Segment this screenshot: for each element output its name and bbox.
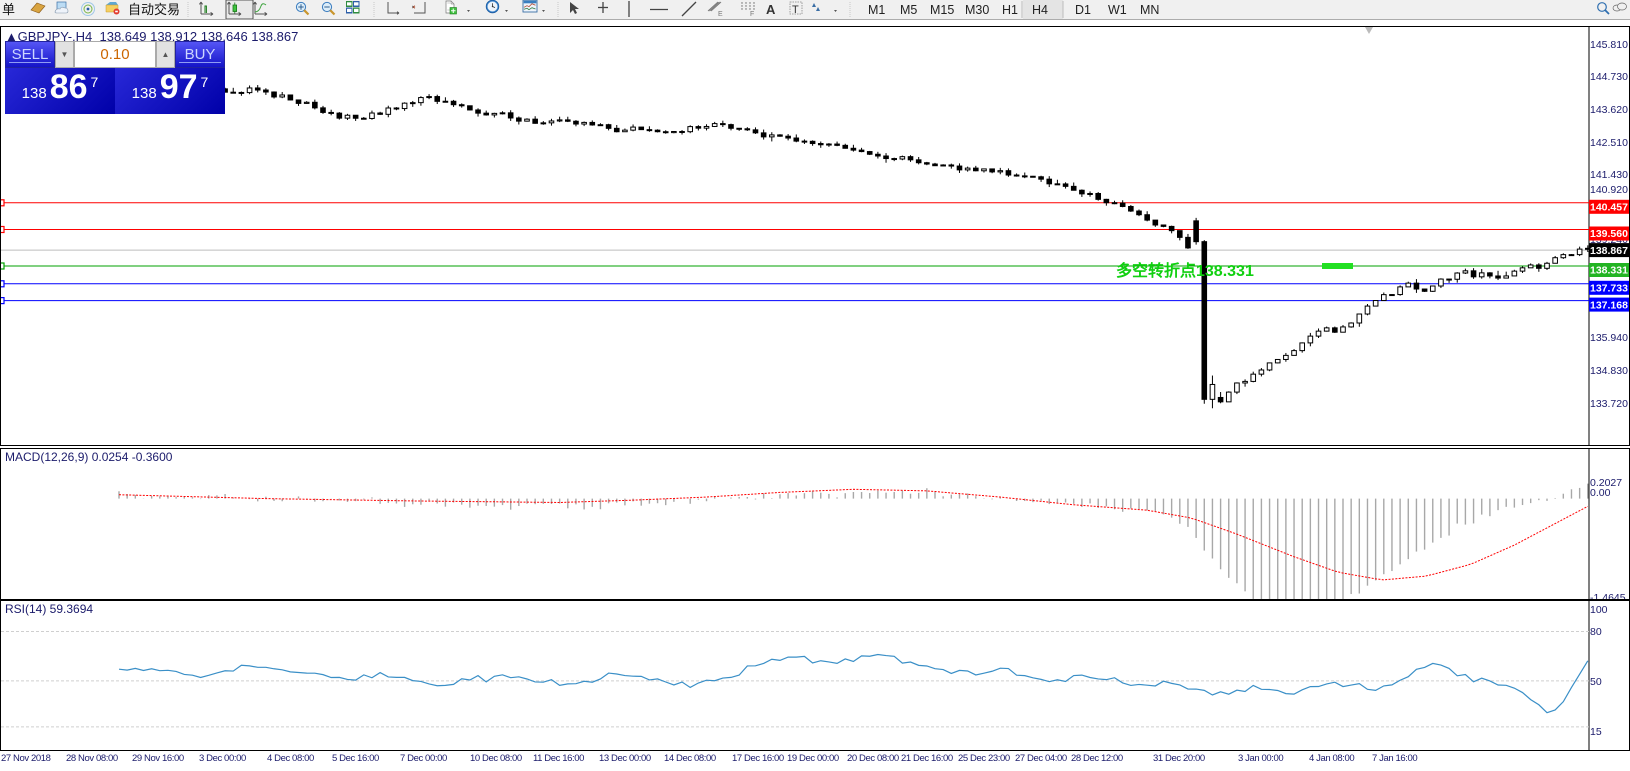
svg-text:145.810: 145.810 bbox=[1590, 39, 1628, 51]
svg-text:139.560: 139.560 bbox=[1590, 228, 1628, 240]
svg-text:29 Nov 16:00: 29 Nov 16:00 bbox=[132, 753, 184, 763]
svg-text:7 Jan 16:00: 7 Jan 16:00 bbox=[1372, 753, 1417, 763]
svg-text:3 Jan 00:00: 3 Jan 00:00 bbox=[1238, 753, 1283, 763]
svg-text:F: F bbox=[750, 11, 754, 18]
svg-text:3 Dec 00:00: 3 Dec 00:00 bbox=[199, 753, 246, 763]
svg-text:7 Dec 00:00: 7 Dec 00:00 bbox=[400, 753, 447, 763]
svg-text:A: A bbox=[766, 2, 776, 17]
svg-text:10 Dec 08:00: 10 Dec 08:00 bbox=[470, 753, 522, 763]
svg-text:135.940: 135.940 bbox=[1590, 332, 1628, 344]
svg-text:133.720: 133.720 bbox=[1590, 398, 1628, 410]
svg-text:5 Dec 16:00: 5 Dec 16:00 bbox=[332, 753, 379, 763]
svg-text:E: E bbox=[718, 11, 723, 18]
svg-text:M30: M30 bbox=[965, 3, 989, 17]
svg-text:13 Dec 00:00: 13 Dec 00:00 bbox=[599, 753, 651, 763]
svg-text:21 Dec 16:00: 21 Dec 16:00 bbox=[901, 753, 953, 763]
svg-text:28 Nov 08:00: 28 Nov 08:00 bbox=[66, 753, 118, 763]
svg-text:137.168: 137.168 bbox=[1590, 299, 1628, 311]
svg-text:138.867: 138.867 bbox=[1590, 245, 1628, 257]
svg-text:25 Dec 23:00: 25 Dec 23:00 bbox=[958, 753, 1010, 763]
svg-text:143.620: 143.620 bbox=[1590, 104, 1628, 116]
svg-text:28 Dec 12:00: 28 Dec 12:00 bbox=[1071, 753, 1123, 763]
svg-text:100: 100 bbox=[1590, 604, 1608, 616]
svg-text:-1.4645: -1.4645 bbox=[1590, 592, 1626, 600]
svg-text:4 Dec 08:00: 4 Dec 08:00 bbox=[267, 753, 314, 763]
svg-text:15: 15 bbox=[1590, 726, 1602, 738]
svg-text:M15: M15 bbox=[930, 3, 954, 17]
svg-text:单: 单 bbox=[2, 2, 15, 17]
svg-text:19 Dec 00:00: 19 Dec 00:00 bbox=[787, 753, 839, 763]
svg-text:27 Nov 2018: 27 Nov 2018 bbox=[1, 753, 51, 763]
svg-text:20 Dec 08:00: 20 Dec 08:00 bbox=[847, 753, 899, 763]
svg-text:141.430: 141.430 bbox=[1590, 169, 1628, 181]
svg-text:17 Dec 16:00: 17 Dec 16:00 bbox=[732, 753, 784, 763]
svg-text:H4: H4 bbox=[1032, 3, 1048, 17]
svg-text:H1: H1 bbox=[1002, 3, 1018, 17]
svg-text:140.457: 140.457 bbox=[1590, 202, 1628, 214]
svg-text:14 Dec 08:00: 14 Dec 08:00 bbox=[664, 753, 716, 763]
svg-text:D1: D1 bbox=[1075, 3, 1091, 17]
svg-text:11 Dec 16:00: 11 Dec 16:00 bbox=[533, 753, 584, 763]
svg-text:31 Dec 20:00: 31 Dec 20:00 bbox=[1153, 753, 1205, 763]
svg-text:M1: M1 bbox=[868, 3, 885, 17]
svg-text:144.730: 144.730 bbox=[1590, 71, 1628, 83]
svg-text:140.920: 140.920 bbox=[1590, 184, 1628, 196]
svg-text:自动交易: 自动交易 bbox=[128, 2, 180, 17]
svg-text:W1: W1 bbox=[1108, 3, 1127, 17]
svg-text:134.830: 134.830 bbox=[1590, 365, 1628, 377]
svg-text:M5: M5 bbox=[900, 3, 917, 17]
svg-text:142.510: 142.510 bbox=[1590, 137, 1628, 149]
svg-text:T: T bbox=[792, 4, 799, 16]
svg-text:50: 50 bbox=[1590, 676, 1602, 688]
svg-text:137.733: 137.733 bbox=[1590, 283, 1628, 295]
svg-text:MN: MN bbox=[1140, 3, 1159, 17]
svg-text:0.00: 0.00 bbox=[1590, 487, 1611, 499]
svg-text:4 Jan 08:00: 4 Jan 08:00 bbox=[1309, 753, 1354, 763]
svg-text:27 Dec 04:00: 27 Dec 04:00 bbox=[1015, 753, 1067, 763]
svg-text:80: 80 bbox=[1590, 626, 1602, 638]
svg-text:138.331: 138.331 bbox=[1590, 265, 1628, 277]
